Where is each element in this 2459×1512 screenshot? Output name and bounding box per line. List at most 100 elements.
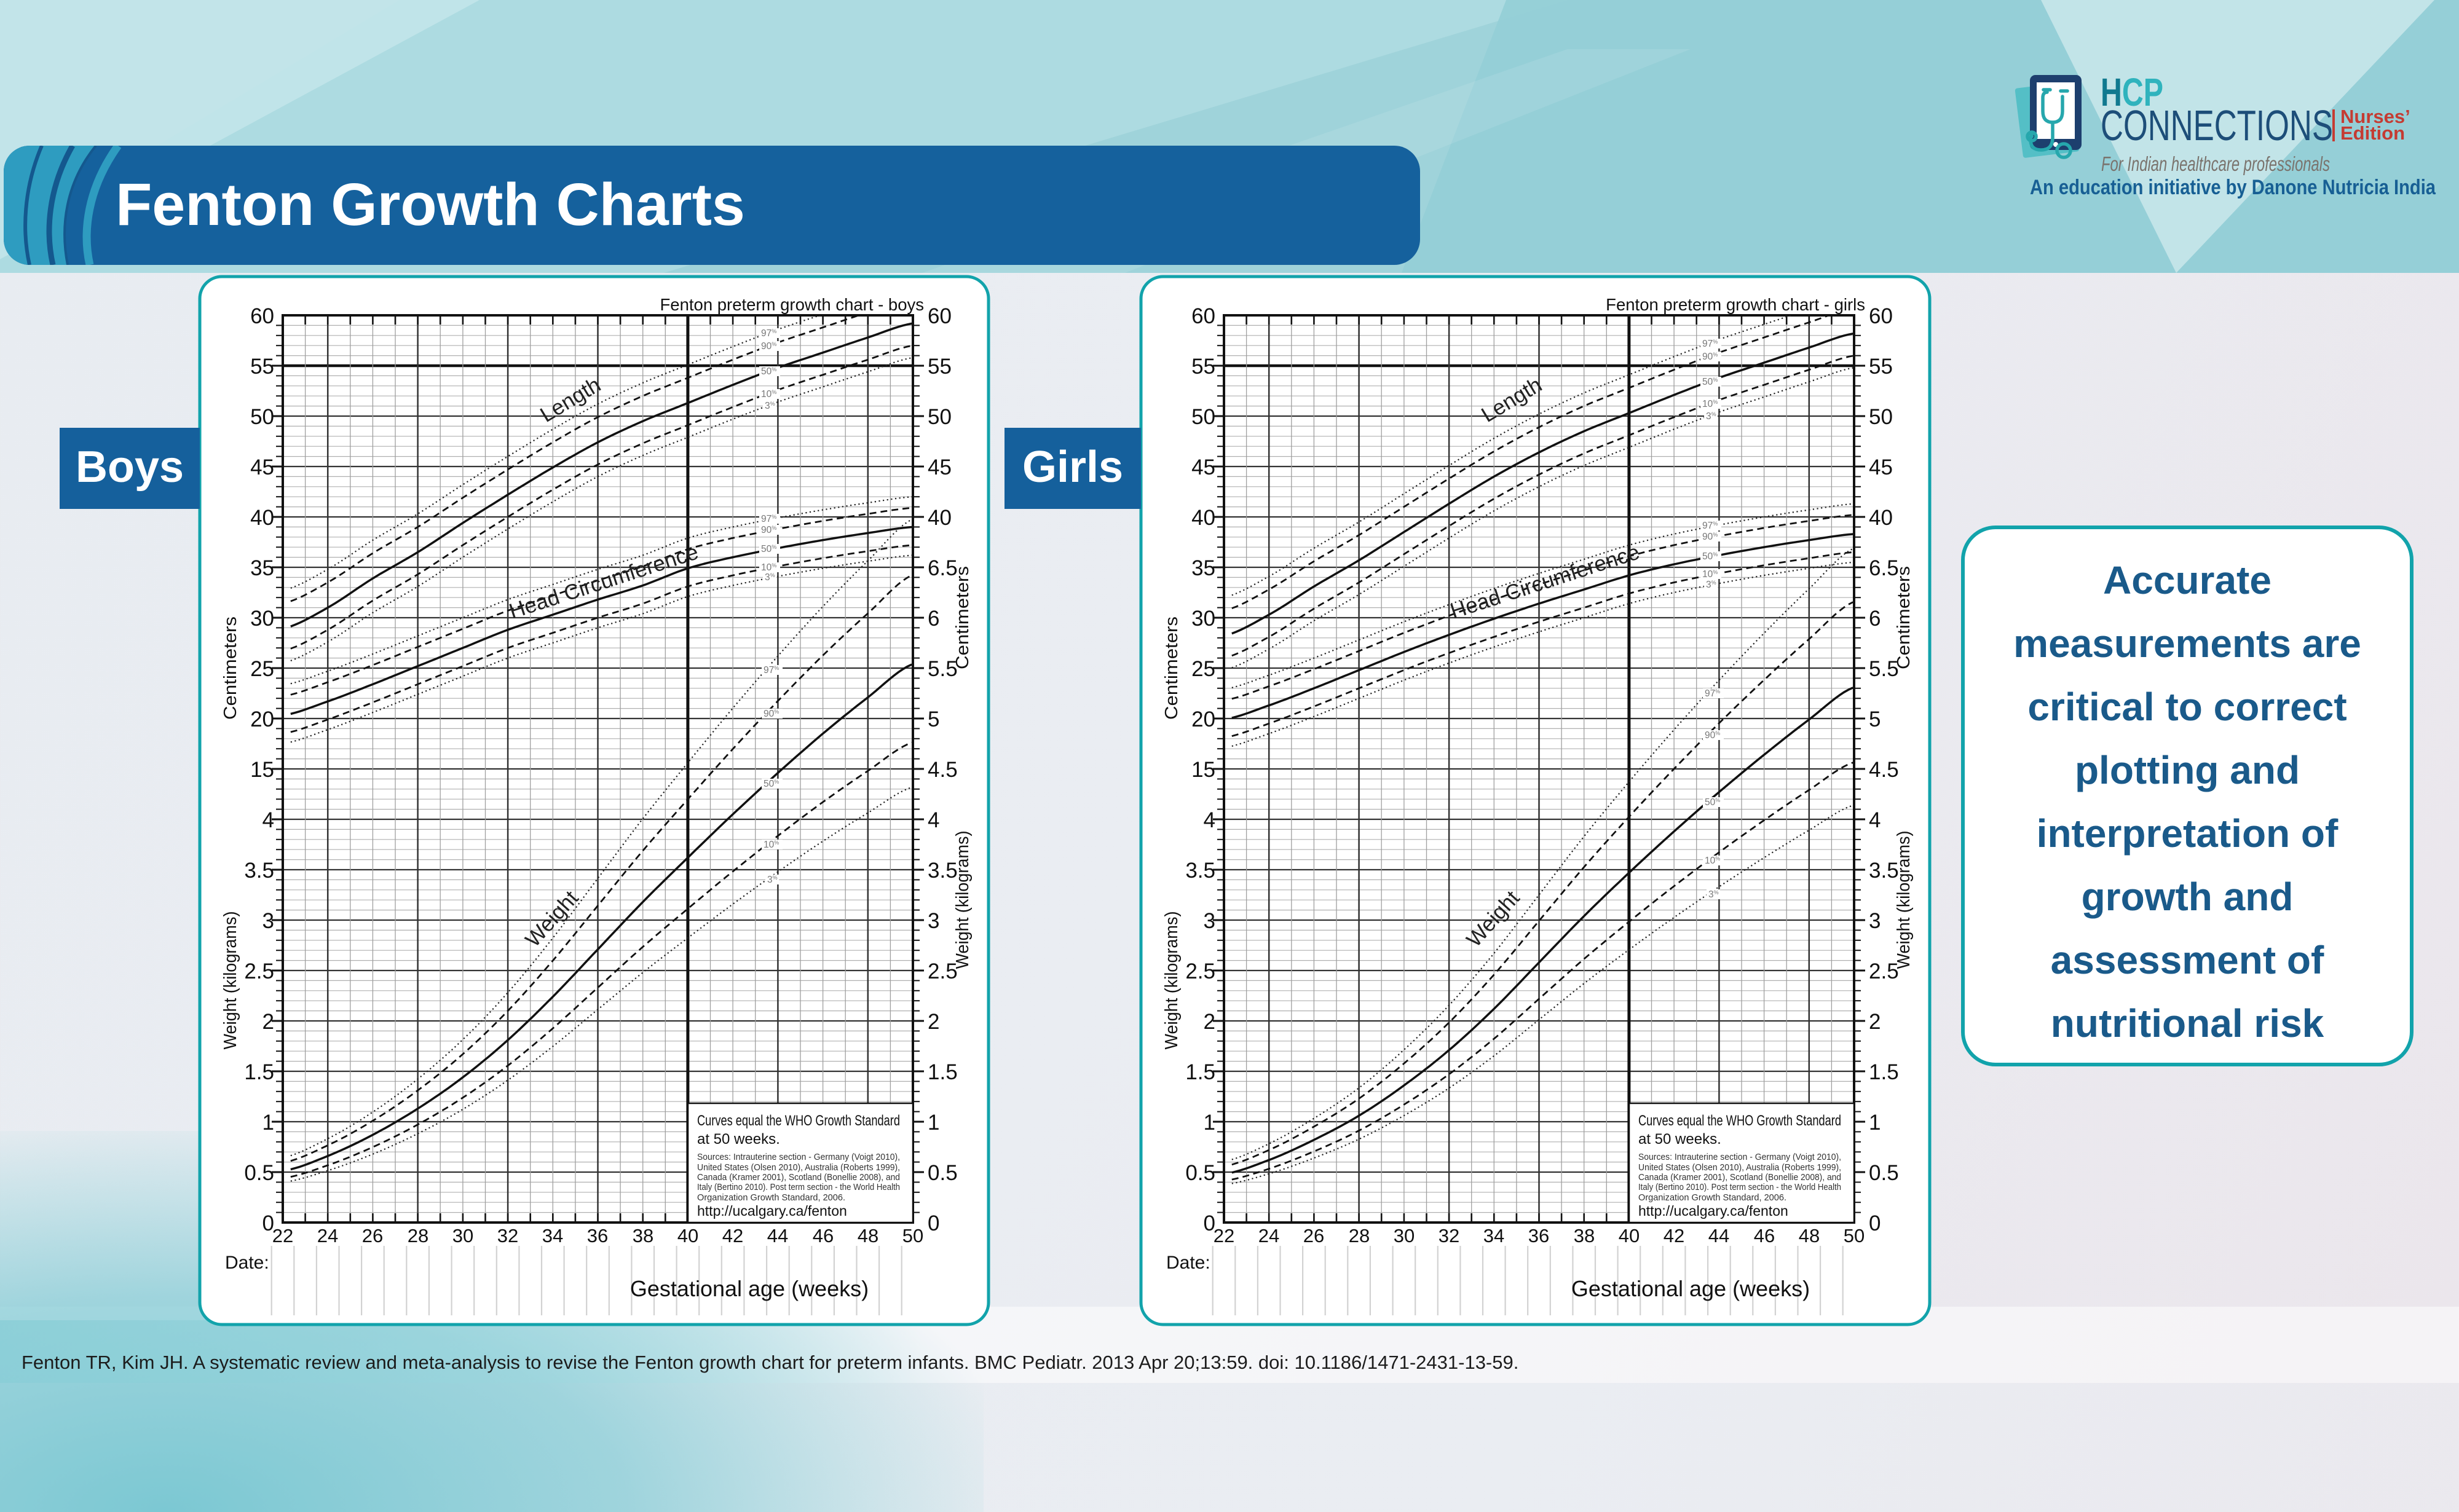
svg-text:0: 0 xyxy=(928,1211,939,1235)
svg-text:Weight (kilograms): Weight (kilograms) xyxy=(221,912,240,1050)
svg-text:30: 30 xyxy=(452,1225,473,1246)
svg-text:40: 40 xyxy=(250,506,274,530)
svg-text:30: 30 xyxy=(1191,607,1215,631)
svg-text:3: 3 xyxy=(1204,909,1215,933)
svg-text:15: 15 xyxy=(250,758,274,782)
svg-text:50: 50 xyxy=(1844,1225,1865,1246)
svg-text:48: 48 xyxy=(1799,1225,1820,1246)
svg-text:3.5: 3.5 xyxy=(1869,859,1899,883)
svg-text:Date:: Date: xyxy=(1166,1253,1210,1273)
svg-text:1: 1 xyxy=(1204,1111,1215,1135)
svg-text:32: 32 xyxy=(497,1225,518,1246)
svg-text:Gestational age (weeks): Gestational age (weeks) xyxy=(630,1276,869,1301)
svg-text:Centimeters: Centimeters xyxy=(1894,566,1914,669)
svg-text:http://ucalgary.ca/fenton: http://ucalgary.ca/fenton xyxy=(697,1203,847,1219)
svg-text:0.5: 0.5 xyxy=(244,1161,274,1185)
svg-text:Curves equal the WHO Growth St: Curves equal the WHO Growth Standard xyxy=(697,1112,900,1129)
svg-text:1.5: 1.5 xyxy=(1869,1060,1899,1084)
svg-text:Fenton preterm growth chart -: Fenton preterm growth chart - boys xyxy=(660,295,925,314)
svg-text:3.5: 3.5 xyxy=(244,859,274,883)
svg-text:Centimeters: Centimeters xyxy=(221,616,240,720)
svg-text:Centimeters: Centimeters xyxy=(1162,616,1182,720)
svg-text:0: 0 xyxy=(1869,1211,1881,1235)
svg-text:5: 5 xyxy=(928,707,939,731)
svg-text:Italy (Bertino 2010). Post ter: Italy (Bertino 2010). Post term section … xyxy=(1638,1182,1841,1192)
svg-text:1.5: 1.5 xyxy=(1185,1060,1215,1084)
svg-text:40: 40 xyxy=(928,506,952,530)
svg-text:Canada (Kramer 2001), Scotland: Canada (Kramer 2001), Scotland (Bonellie… xyxy=(697,1172,900,1183)
svg-text:46: 46 xyxy=(1754,1225,1775,1246)
svg-text:1.5: 1.5 xyxy=(244,1060,274,1084)
svg-text:50: 50 xyxy=(902,1225,923,1246)
svg-text:42: 42 xyxy=(1664,1225,1684,1246)
svg-text:An education initiative by Dan: An education initiative by Danone Nutric… xyxy=(2030,176,2436,199)
svg-text:4.5: 4.5 xyxy=(1869,758,1899,782)
svg-text:4: 4 xyxy=(1204,808,1215,832)
svg-text:0: 0 xyxy=(262,1211,274,1235)
svg-text:20: 20 xyxy=(250,707,274,731)
svg-text:50: 50 xyxy=(250,405,274,429)
svg-text:26: 26 xyxy=(1303,1225,1324,1246)
svg-text:4: 4 xyxy=(262,808,274,832)
svg-text:4.5: 4.5 xyxy=(928,758,958,782)
svg-text:2.5: 2.5 xyxy=(1869,959,1899,983)
svg-text:15: 15 xyxy=(1191,758,1215,782)
svg-text:55: 55 xyxy=(1191,355,1215,379)
svg-text:2: 2 xyxy=(928,1010,939,1034)
svg-text:40: 40 xyxy=(1191,506,1215,530)
svg-text:45: 45 xyxy=(928,455,952,479)
svg-text:40: 40 xyxy=(1619,1225,1640,1246)
svg-text:60: 60 xyxy=(1191,304,1215,328)
svg-text:http://ucalgary.ca/fenton: http://ucalgary.ca/fenton xyxy=(1638,1203,1788,1219)
svg-text:48: 48 xyxy=(858,1225,878,1246)
svg-text:26: 26 xyxy=(362,1225,383,1246)
svg-text:30: 30 xyxy=(250,607,274,631)
svg-text:Italy (Bertino 2010). Post ter: Italy (Bertino 2010). Post term section … xyxy=(697,1182,900,1192)
svg-text:45: 45 xyxy=(250,455,274,479)
svg-text:28: 28 xyxy=(408,1225,428,1246)
svg-text:Curves equal the WHO Growth St: Curves equal the WHO Growth Standard xyxy=(1638,1112,1841,1129)
svg-text:60: 60 xyxy=(1869,304,1893,328)
svg-text:1: 1 xyxy=(262,1111,274,1135)
svg-text:United States (Olsen 2010), Au: United States (Olsen 2010), Australia (R… xyxy=(1638,1162,1841,1173)
svg-text:45: 45 xyxy=(1191,455,1215,479)
svg-text:25: 25 xyxy=(1191,657,1215,681)
svg-text:55: 55 xyxy=(250,355,274,379)
svg-text:Weight (kilograms): Weight (kilograms) xyxy=(953,831,973,969)
svg-text:6.5: 6.5 xyxy=(928,556,958,580)
svg-text:5.5: 5.5 xyxy=(1869,657,1899,681)
svg-text:2.5: 2.5 xyxy=(244,959,274,983)
svg-text:3: 3 xyxy=(1869,909,1881,933)
svg-text:25: 25 xyxy=(250,657,274,681)
svg-text:34: 34 xyxy=(1483,1225,1504,1246)
svg-text:38: 38 xyxy=(1574,1225,1595,1246)
svg-text:2: 2 xyxy=(1869,1010,1881,1034)
svg-text:2.5: 2.5 xyxy=(1185,959,1215,983)
svg-text:Sources: Intrauterine section: Sources: Intrauterine section - Germany … xyxy=(697,1152,900,1162)
svg-text:20: 20 xyxy=(1191,707,1215,731)
svg-text:5: 5 xyxy=(1869,707,1881,731)
svg-text:6.5: 6.5 xyxy=(1869,556,1899,580)
svg-text:30: 30 xyxy=(1394,1225,1415,1246)
svg-text:0.5: 0.5 xyxy=(928,1161,958,1185)
svg-text:38: 38 xyxy=(633,1225,653,1246)
svg-text:50: 50 xyxy=(1191,405,1215,429)
svg-text:24: 24 xyxy=(317,1225,338,1246)
svg-text:55: 55 xyxy=(928,355,952,379)
svg-text:CONNECTIONS: CONNECTIONS xyxy=(2101,101,2333,149)
svg-text:28: 28 xyxy=(1349,1225,1370,1246)
svg-text:HCP: HCP xyxy=(2101,70,2163,114)
svg-text:3.5: 3.5 xyxy=(928,859,958,883)
svg-text:2.5: 2.5 xyxy=(928,959,958,983)
svg-text:55: 55 xyxy=(1869,355,1893,379)
svg-text:42: 42 xyxy=(722,1225,743,1246)
svg-text:44: 44 xyxy=(767,1225,788,1246)
svg-text:Canada (Kramer 2001), Scotland: Canada (Kramer 2001), Scotland (Bonellie… xyxy=(1638,1172,1841,1183)
svg-text:5.5: 5.5 xyxy=(928,657,958,681)
svg-text:Sources: Intrauterine section: Sources: Intrauterine section - Germany … xyxy=(1638,1152,1841,1162)
svg-text:35: 35 xyxy=(250,556,274,580)
svg-text:24: 24 xyxy=(1258,1225,1279,1246)
svg-text:United States (Olsen 2010), Au: United States (Olsen 2010), Australia (R… xyxy=(697,1162,900,1173)
svg-text:3: 3 xyxy=(262,909,274,933)
svg-text:35: 35 xyxy=(1191,556,1215,580)
